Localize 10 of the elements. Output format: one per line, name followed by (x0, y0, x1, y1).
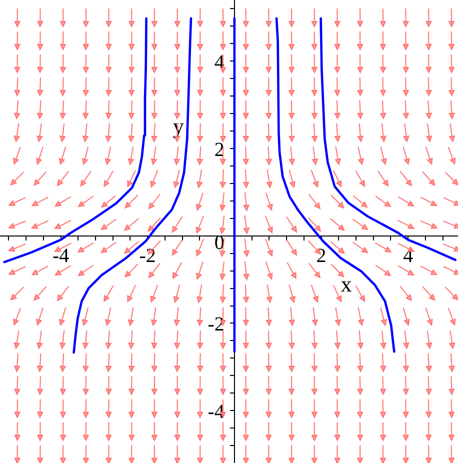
y-tick-label: -2 (208, 313, 224, 336)
y-tick-label: 4 (214, 51, 224, 74)
x-tick-label: -2 (139, 245, 156, 268)
y-axis-title: y (172, 114, 184, 139)
x-tick-label: -4 (52, 245, 70, 268)
x-tick-label: 2 (316, 245, 326, 268)
x-tick-label: 4 (403, 245, 414, 268)
y-tick-label: -4 (208, 400, 224, 423)
x-axis-title: x (340, 272, 352, 297)
y-tick-label: 2 (214, 138, 224, 161)
